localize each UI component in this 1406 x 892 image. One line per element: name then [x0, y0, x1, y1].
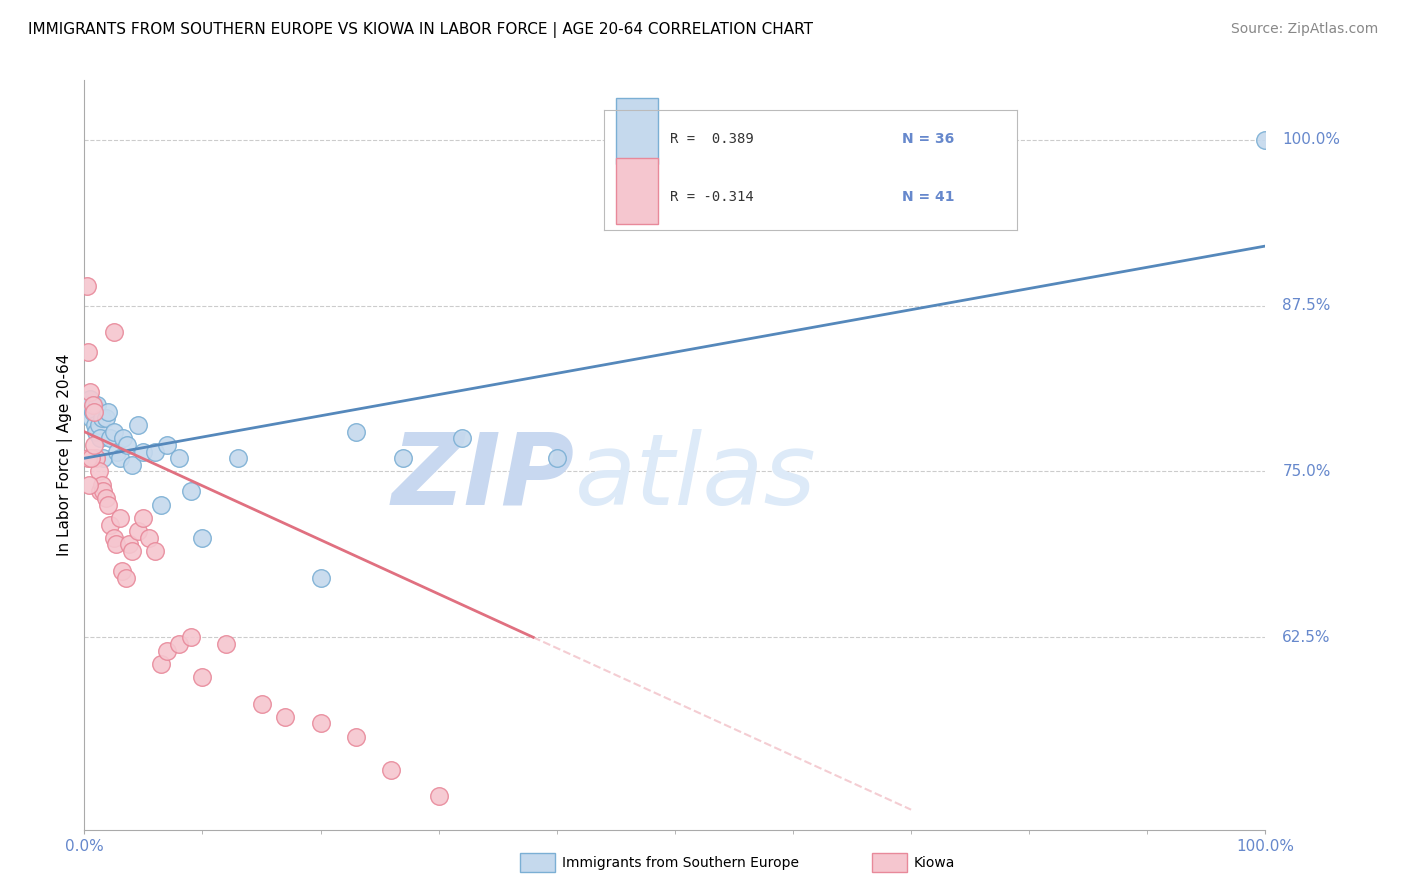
- Point: [191, 670, 214, 684]
- Point: [97, 498, 120, 512]
- Point: [180, 630, 202, 644]
- Text: Kiowa: Kiowa: [914, 855, 955, 870]
- Text: 87.5%: 87.5%: [1282, 298, 1330, 313]
- Point: [103, 425, 125, 439]
- Point: [143, 444, 166, 458]
- Point: [82, 405, 104, 419]
- Point: [83, 438, 105, 452]
- Text: 75.0%: 75.0%: [1282, 464, 1330, 479]
- Point: [392, 451, 415, 466]
- Point: [77, 345, 100, 359]
- Point: [89, 431, 111, 445]
- Point: [167, 451, 190, 466]
- Point: [344, 425, 367, 439]
- Point: [180, 484, 202, 499]
- Point: [87, 465, 110, 479]
- Text: Source: ZipAtlas.com: Source: ZipAtlas.com: [1230, 22, 1378, 37]
- Point: [103, 531, 125, 545]
- Point: [380, 763, 402, 777]
- Text: ZIP: ZIP: [391, 429, 575, 526]
- Point: [76, 278, 98, 293]
- Point: [156, 438, 179, 452]
- Point: [87, 418, 110, 433]
- Point: [150, 498, 173, 512]
- Point: [226, 451, 249, 466]
- Point: [121, 458, 143, 472]
- Point: [114, 571, 136, 585]
- Point: [451, 431, 474, 445]
- Point: [80, 451, 103, 466]
- Point: [132, 444, 155, 458]
- Point: [103, 325, 125, 339]
- Point: [89, 484, 111, 499]
- Point: [83, 398, 105, 412]
- Point: [98, 431, 121, 445]
- Point: [112, 431, 135, 445]
- Point: [77, 451, 100, 466]
- Point: [138, 531, 160, 545]
- Point: [84, 425, 107, 439]
- Point: [108, 511, 131, 525]
- Point: [111, 564, 134, 578]
- Point: [84, 418, 107, 433]
- Point: [84, 451, 107, 466]
- Y-axis label: In Labor Force | Age 20-64: In Labor Force | Age 20-64: [58, 354, 73, 556]
- Point: [156, 643, 179, 657]
- Point: [82, 398, 104, 412]
- Text: 62.5%: 62.5%: [1282, 630, 1330, 645]
- Point: [132, 511, 155, 525]
- Point: [91, 484, 114, 499]
- Point: [546, 451, 568, 466]
- Text: atlas: atlas: [575, 429, 815, 526]
- Point: [344, 730, 367, 744]
- Point: [1254, 133, 1277, 147]
- Point: [309, 716, 332, 731]
- Point: [115, 438, 138, 452]
- Text: Immigrants from Southern Europe: Immigrants from Southern Europe: [562, 855, 800, 870]
- Point: [127, 418, 149, 433]
- Point: [118, 537, 141, 551]
- Point: [215, 637, 238, 651]
- Point: [105, 537, 128, 551]
- Point: [98, 517, 121, 532]
- Point: [250, 697, 273, 711]
- Point: [274, 710, 297, 724]
- Point: [86, 398, 108, 412]
- Point: [127, 524, 149, 538]
- Point: [121, 544, 143, 558]
- Point: [79, 392, 101, 406]
- Point: [91, 411, 114, 425]
- Point: [94, 491, 117, 505]
- Point: [77, 477, 100, 491]
- Point: [91, 477, 114, 491]
- Point: [79, 384, 101, 399]
- Point: [150, 657, 173, 671]
- Point: [77, 398, 100, 412]
- Point: [143, 544, 166, 558]
- Point: [108, 451, 131, 466]
- Point: [94, 411, 117, 425]
- Point: [191, 531, 214, 545]
- Point: [427, 789, 450, 804]
- Point: [80, 411, 103, 425]
- Point: [107, 444, 129, 458]
- Point: [167, 637, 190, 651]
- Point: [309, 571, 332, 585]
- Text: 100.0%: 100.0%: [1282, 132, 1340, 147]
- Point: [83, 405, 105, 419]
- Text: IMMIGRANTS FROM SOUTHERN EUROPE VS KIOWA IN LABOR FORCE | AGE 20-64 CORRELATION : IMMIGRANTS FROM SOUTHERN EUROPE VS KIOWA…: [28, 22, 813, 38]
- Point: [97, 405, 120, 419]
- Point: [91, 451, 114, 466]
